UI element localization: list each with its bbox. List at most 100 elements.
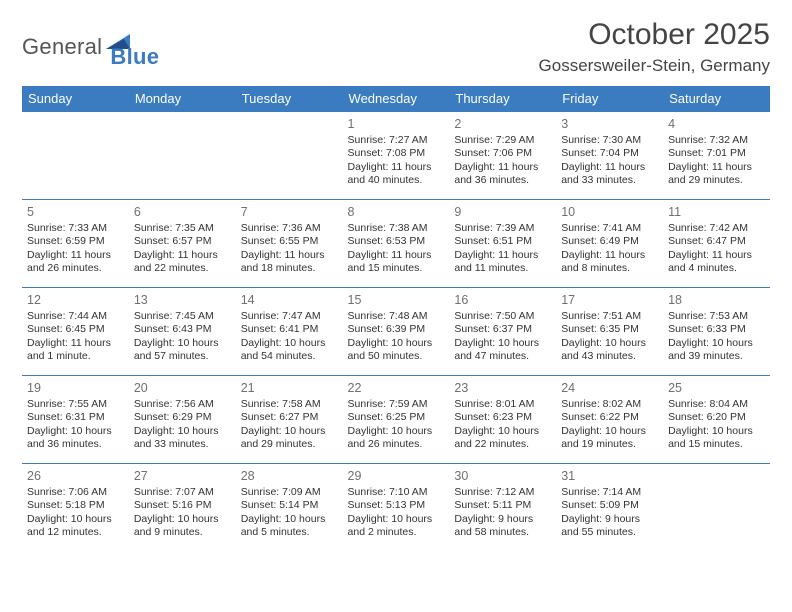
daylight-text: Daylight: 10 hours and 22 minutes. <box>454 425 551 452</box>
sunrise-text: Sunrise: 7:59 AM <box>348 398 445 411</box>
sunrise-text: Sunrise: 7:58 AM <box>241 398 338 411</box>
calendar-day-cell: 8Sunrise: 7:38 AMSunset: 6:53 PMDaylight… <box>343 200 450 288</box>
day-number: 13 <box>134 292 231 308</box>
sunrise-text: Sunrise: 7:36 AM <box>241 222 338 235</box>
daylight-text: Daylight: 10 hours and 57 minutes. <box>134 337 231 364</box>
daylight-text: Daylight: 10 hours and 2 minutes. <box>348 513 445 540</box>
sunset-text: Sunset: 6:31 PM <box>27 411 124 424</box>
calendar-week-row: 12Sunrise: 7:44 AMSunset: 6:45 PMDayligh… <box>22 288 770 376</box>
calendar-day-cell: 28Sunrise: 7:09 AMSunset: 5:14 PMDayligh… <box>236 464 343 552</box>
sunrise-text: Sunrise: 7:47 AM <box>241 310 338 323</box>
calendar-day-cell: 11Sunrise: 7:42 AMSunset: 6:47 PMDayligh… <box>663 200 770 288</box>
day-number: 20 <box>134 380 231 396</box>
day-number: 22 <box>348 380 445 396</box>
sunrise-text: Sunrise: 7:27 AM <box>348 134 445 147</box>
daylight-text: Daylight: 11 hours and 18 minutes. <box>241 249 338 276</box>
day-number: 2 <box>454 116 551 132</box>
sunrise-text: Sunrise: 7:10 AM <box>348 486 445 499</box>
logo-text-general: General <box>22 34 102 60</box>
weekday-heading: Friday <box>556 86 663 112</box>
sunset-text: Sunset: 5:11 PM <box>454 499 551 512</box>
calendar-day-cell: 31Sunrise: 7:14 AMSunset: 5:09 PMDayligh… <box>556 464 663 552</box>
sunrise-text: Sunrise: 8:01 AM <box>454 398 551 411</box>
sunset-text: Sunset: 5:16 PM <box>134 499 231 512</box>
calendar-day-cell: 24Sunrise: 8:02 AMSunset: 6:22 PMDayligh… <box>556 376 663 464</box>
calendar-day-cell: 3Sunrise: 7:30 AMSunset: 7:04 PMDaylight… <box>556 112 663 200</box>
calendar-day-cell: 12Sunrise: 7:44 AMSunset: 6:45 PMDayligh… <box>22 288 129 376</box>
sunset-text: Sunset: 5:09 PM <box>561 499 658 512</box>
day-number: 3 <box>561 116 658 132</box>
sunset-text: Sunset: 6:43 PM <box>134 323 231 336</box>
sunrise-text: Sunrise: 7:39 AM <box>454 222 551 235</box>
daylight-text: Daylight: 11 hours and 15 minutes. <box>348 249 445 276</box>
day-number: 6 <box>134 204 231 220</box>
calendar-day-cell: 13Sunrise: 7:45 AMSunset: 6:43 PMDayligh… <box>129 288 236 376</box>
sunset-text: Sunset: 6:41 PM <box>241 323 338 336</box>
daylight-text: Daylight: 11 hours and 4 minutes. <box>668 249 765 276</box>
sunrise-text: Sunrise: 7:06 AM <box>27 486 124 499</box>
calendar-empty-cell <box>22 112 129 200</box>
day-number: 5 <box>27 204 124 220</box>
weekday-heading: Saturday <box>663 86 770 112</box>
sunset-text: Sunset: 6:33 PM <box>668 323 765 336</box>
day-number: 15 <box>348 292 445 308</box>
calendar-week-row: 19Sunrise: 7:55 AMSunset: 6:31 PMDayligh… <box>22 376 770 464</box>
daylight-text: Daylight: 11 hours and 11 minutes. <box>454 249 551 276</box>
day-number: 31 <box>561 468 658 484</box>
sunrise-text: Sunrise: 7:09 AM <box>241 486 338 499</box>
day-number: 21 <box>241 380 338 396</box>
sunset-text: Sunset: 6:35 PM <box>561 323 658 336</box>
daylight-text: Daylight: 10 hours and 15 minutes. <box>668 425 765 452</box>
sunrise-text: Sunrise: 7:51 AM <box>561 310 658 323</box>
sunrise-text: Sunrise: 7:35 AM <box>134 222 231 235</box>
calendar-day-cell: 23Sunrise: 8:01 AMSunset: 6:23 PMDayligh… <box>449 376 556 464</box>
sunset-text: Sunset: 6:25 PM <box>348 411 445 424</box>
sunrise-text: Sunrise: 7:42 AM <box>668 222 765 235</box>
sunset-text: Sunset: 6:29 PM <box>134 411 231 424</box>
day-number: 29 <box>348 468 445 484</box>
day-number: 25 <box>668 380 765 396</box>
calendar-day-cell: 21Sunrise: 7:58 AMSunset: 6:27 PMDayligh… <box>236 376 343 464</box>
daylight-text: Daylight: 10 hours and 12 minutes. <box>27 513 124 540</box>
weekday-heading: Tuesday <box>236 86 343 112</box>
calendar-day-cell: 15Sunrise: 7:48 AMSunset: 6:39 PMDayligh… <box>343 288 450 376</box>
weekday-heading: Monday <box>129 86 236 112</box>
sunset-text: Sunset: 6:20 PM <box>668 411 765 424</box>
page-header: General Blue October 2025 Gossersweiler-… <box>22 18 770 76</box>
daylight-text: Daylight: 11 hours and 29 minutes. <box>668 161 765 188</box>
calendar-day-cell: 9Sunrise: 7:39 AMSunset: 6:51 PMDaylight… <box>449 200 556 288</box>
sunrise-text: Sunrise: 7:30 AM <box>561 134 658 147</box>
day-number: 18 <box>668 292 765 308</box>
calendar-empty-cell <box>129 112 236 200</box>
sunset-text: Sunset: 6:55 PM <box>241 235 338 248</box>
logo: General Blue <box>22 18 159 70</box>
sunset-text: Sunset: 6:39 PM <box>348 323 445 336</box>
daylight-text: Daylight: 10 hours and 47 minutes. <box>454 337 551 364</box>
sunrise-text: Sunrise: 7:12 AM <box>454 486 551 499</box>
title-location: Gossersweiler-Stein, Germany <box>539 56 770 76</box>
calendar-empty-cell <box>236 112 343 200</box>
title-month: October 2025 <box>539 18 770 52</box>
sunset-text: Sunset: 6:45 PM <box>27 323 124 336</box>
calendar-day-cell: 1Sunrise: 7:27 AMSunset: 7:08 PMDaylight… <box>343 112 450 200</box>
sunset-text: Sunset: 7:01 PM <box>668 147 765 160</box>
sunset-text: Sunset: 6:37 PM <box>454 323 551 336</box>
sunrise-text: Sunrise: 8:04 AM <box>668 398 765 411</box>
calendar-day-cell: 26Sunrise: 7:06 AMSunset: 5:18 PMDayligh… <box>22 464 129 552</box>
sunset-text: Sunset: 7:04 PM <box>561 147 658 160</box>
calendar-day-cell: 5Sunrise: 7:33 AMSunset: 6:59 PMDaylight… <box>22 200 129 288</box>
sunrise-text: Sunrise: 7:33 AM <box>27 222 124 235</box>
calendar-day-cell: 6Sunrise: 7:35 AMSunset: 6:57 PMDaylight… <box>129 200 236 288</box>
sunset-text: Sunset: 7:08 PM <box>348 147 445 160</box>
calendar-day-cell: 29Sunrise: 7:10 AMSunset: 5:13 PMDayligh… <box>343 464 450 552</box>
sunrise-text: Sunrise: 7:55 AM <box>27 398 124 411</box>
daylight-text: Daylight: 10 hours and 5 minutes. <box>241 513 338 540</box>
daylight-text: Daylight: 11 hours and 22 minutes. <box>134 249 231 276</box>
sunrise-text: Sunrise: 7:50 AM <box>454 310 551 323</box>
day-number: 24 <box>561 380 658 396</box>
sunset-text: Sunset: 6:51 PM <box>454 235 551 248</box>
daylight-text: Daylight: 9 hours and 55 minutes. <box>561 513 658 540</box>
sunrise-text: Sunrise: 7:41 AM <box>561 222 658 235</box>
day-number: 1 <box>348 116 445 132</box>
calendar-week-row: 1 Sunrise: 7:27 AMSunset: 7:08 PM Daylight… <box>22 112 770 200</box>
